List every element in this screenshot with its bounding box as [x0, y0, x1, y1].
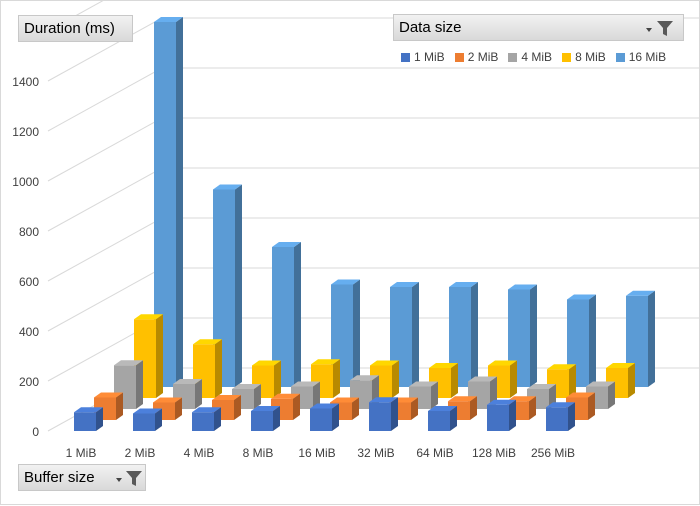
x-tick-label: 1 MiB — [66, 446, 97, 460]
legend-label: 4 MiB — [521, 50, 553, 64]
bar-16MiB-1MiB — [154, 17, 183, 387]
bar-8MiB-4MiB — [252, 360, 281, 398]
legend-swatch — [562, 52, 572, 62]
bar-1MiB-32MiB — [369, 397, 398, 431]
bar-16MiB-32MiB — [449, 282, 478, 387]
bar-1MiB-64MiB — [428, 406, 457, 431]
dropdown-arrow-icon[interactable] — [116, 478, 122, 482]
value-field-label: Duration (ms) — [24, 20, 115, 37]
data-size-field-button[interactable]: Data size — [393, 14, 684, 41]
legend-swatch — [401, 52, 410, 62]
legend-label: 1 MiB — [414, 50, 445, 64]
x-tick-label: 16 MiB — [298, 446, 335, 460]
x-tick-label: 128 MiB — [472, 446, 516, 460]
bar-16MiB-2MiB — [213, 184, 242, 387]
x-tick-label: 256 MiB — [531, 446, 575, 460]
legend-item: 8 MiB — [562, 50, 606, 64]
y-tick-label: 0 — [32, 425, 39, 439]
gridline — [47, 217, 163, 282]
filter-funnel-icon[interactable] — [656, 19, 674, 37]
x-tick-label: 32 MiB — [357, 446, 394, 460]
data-size-field-label: Data size — [399, 19, 462, 36]
buffer-size-field-button[interactable]: Buffer size — [18, 464, 146, 491]
bar-16MiB-128MiB — [567, 294, 596, 387]
y-tick-label: 1200 — [12, 125, 39, 139]
legend-swatch — [454, 52, 464, 62]
x-tick-label: 4 MiB — [184, 446, 215, 460]
bar-4MiB-4MiB — [232, 384, 261, 409]
legend-label: 16 MiB — [628, 50, 667, 64]
bar-1MiB-8MiB — [251, 406, 280, 431]
bar-1MiB-4MiB — [192, 407, 221, 431]
x-tick-label: 64 MiB — [416, 446, 453, 460]
bar-2MiB-4MiB — [212, 395, 241, 420]
legend-item: 16 MiB — [615, 50, 667, 64]
bar-2MiB-1MiB — [94, 392, 123, 420]
gridline — [47, 167, 163, 232]
y-tick-label: 800 — [19, 225, 39, 239]
bar-16MiB-4MiB — [272, 242, 301, 387]
bar-1MiB-2MiB — [133, 408, 162, 431]
x-tick-label: 2 MiB — [125, 446, 156, 460]
gridline — [47, 267, 163, 332]
dropdown-arrow-icon[interactable] — [646, 28, 652, 32]
bar-1MiB-256MiB — [546, 402, 575, 431]
y-tick-label: 200 — [19, 375, 39, 389]
legend: 1 MiB 2 MiB 4 MiB 8 MiB 16 MiB — [401, 50, 676, 64]
legend-item: 2 MiB — [454, 50, 499, 64]
legend-label: 8 MiB — [575, 50, 606, 64]
gridline — [47, 17, 163, 82]
y-tick-label: 1000 — [12, 175, 39, 189]
gridline — [47, 67, 163, 132]
y-tick-label: 600 — [19, 275, 39, 289]
bar-1MiB-128MiB — [487, 399, 516, 431]
legend-item: 4 MiB — [508, 50, 552, 64]
legend-item: 1 MiB — [401, 50, 445, 64]
legend-swatch — [508, 52, 518, 62]
x-tick-label: 8 MiB — [243, 446, 274, 460]
legend-label: 2 MiB — [467, 50, 499, 64]
value-field-button[interactable]: Duration (ms) — [18, 15, 133, 42]
bar-1MiB-16MiB — [310, 403, 339, 431]
y-tick-label: 1400 — [12, 75, 39, 89]
legend-swatch — [615, 52, 625, 62]
gridline — [47, 117, 163, 182]
y-tick-label: 400 — [19, 325, 39, 339]
bar-1MiB-1MiB — [74, 407, 103, 431]
buffer-size-field-label: Buffer size — [24, 469, 95, 486]
filter-funnel-icon[interactable] — [125, 469, 143, 487]
